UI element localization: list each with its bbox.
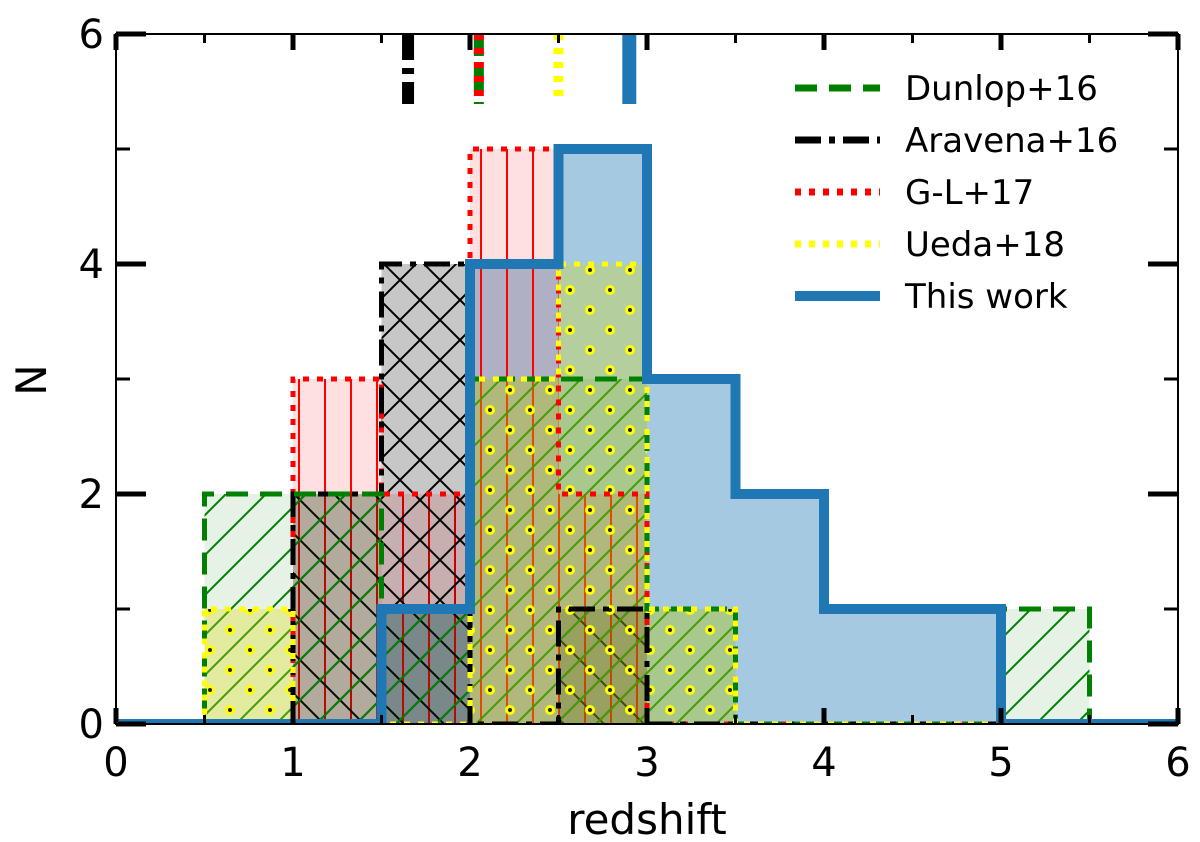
y-axis-label: N bbox=[7, 364, 56, 395]
y-tick-label: 2 bbox=[79, 472, 104, 518]
y-tick-label: 0 bbox=[79, 702, 104, 748]
x-tick-label: 0 bbox=[103, 740, 128, 786]
legend-label-aravena-16: Aravena+16 bbox=[905, 121, 1118, 161]
tick-labels: 0 1 2 3 4 5 6 0 2 4 6 bbox=[79, 12, 1191, 786]
bar-this-work bbox=[824, 609, 913, 724]
bar-hatch-ueda-18 bbox=[470, 379, 559, 724]
bar-this-work bbox=[735, 494, 824, 724]
bar-hatch-dunlop-16 bbox=[1001, 609, 1090, 724]
x-tick-label: 2 bbox=[457, 740, 482, 786]
x-tick-label: 4 bbox=[811, 740, 836, 786]
legend-label-this-work: This work bbox=[904, 277, 1068, 317]
bar-hatch-dunlop-16 bbox=[293, 494, 382, 724]
legend-label-ueda-18: Ueda+18 bbox=[905, 225, 1065, 265]
bar-hatch-ueda-18 bbox=[647, 609, 736, 724]
legend-label-g-l-17: G-L+17 bbox=[905, 173, 1034, 213]
bar-this-work bbox=[912, 609, 1001, 724]
bar-hatch-ueda-18 bbox=[204, 609, 293, 724]
bar-hatch-dunlop-16 bbox=[381, 609, 470, 724]
step-outline-this-work bbox=[116, 144, 1178, 724]
plot-frame bbox=[115, 33, 1179, 725]
legend: Dunlop+16 Aravena+16 G-L+17 Ueda+18 This wor… bbox=[795, 69, 1118, 317]
step-outline-g-l-17 bbox=[116, 146, 1178, 724]
x-axis-label: redshift bbox=[567, 795, 727, 842]
x-tick-label: 1 bbox=[280, 740, 305, 786]
y-tick-label: 6 bbox=[79, 12, 104, 58]
y-tick-label: 4 bbox=[79, 242, 104, 288]
x-tick-label: 6 bbox=[1165, 740, 1190, 786]
bars-layer bbox=[116, 34, 1178, 724]
x-tick-label: 5 bbox=[988, 740, 1013, 786]
step-outline-dunlop-16 bbox=[116, 376, 1178, 724]
legend-label-dunlop-16: Dunlop+16 bbox=[905, 69, 1098, 109]
x-tick-label: 3 bbox=[634, 740, 659, 786]
